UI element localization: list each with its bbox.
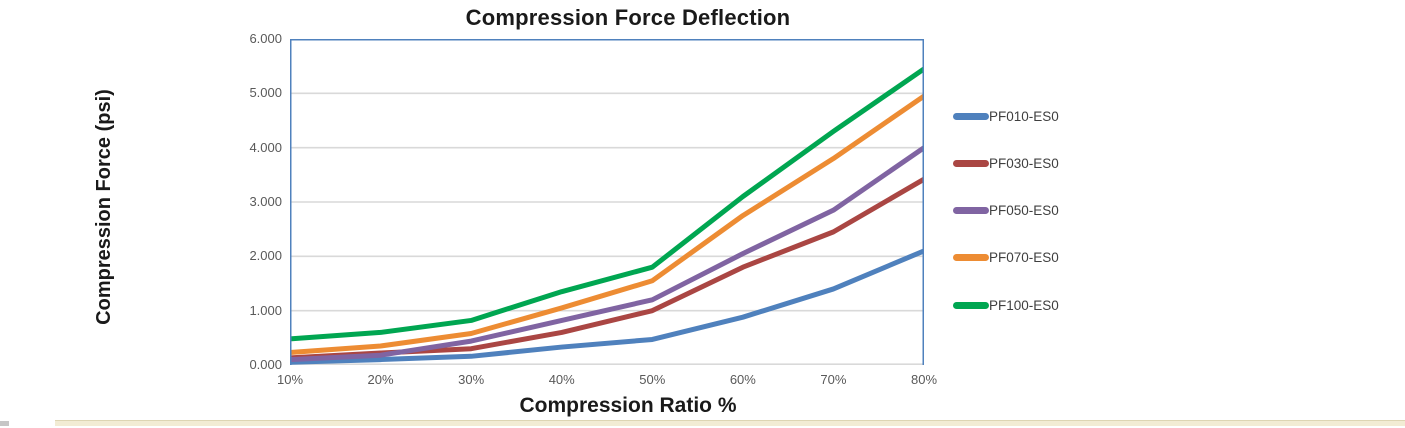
- series-line-PF050-ES0: [290, 145, 924, 363]
- legend-swatch-icon: [953, 159, 989, 167]
- legend-item-PF070-ES0: PF070-ES0: [953, 250, 1059, 266]
- series-line-PF010-ES0: [290, 248, 924, 365]
- x-tick-label: 30%: [458, 372, 485, 387]
- bottom-divider: [55, 420, 1405, 426]
- plot-border: [290, 39, 924, 365]
- x-tick-label: 40%: [548, 372, 575, 387]
- y-tick-label: 0.000: [249, 357, 282, 372]
- corner-mark: [0, 421, 9, 426]
- series-line-PF100-ES0: [290, 66, 924, 342]
- x-tick-label: 10%: [276, 372, 304, 387]
- x-tick-label: 20%: [367, 372, 394, 387]
- y-tick-label: 5.000: [249, 85, 282, 101]
- legend-swatch-icon: [953, 207, 989, 215]
- y-tick-label: 2.000: [249, 248, 282, 264]
- x-tick-label: 80%: [910, 372, 938, 387]
- x-tick-label: 60%: [729, 372, 756, 387]
- legend-swatch-icon: [953, 112, 989, 120]
- legend-item-PF010-ES0: PF010-ES0: [953, 108, 1059, 124]
- chart-title: Compression Force Deflection: [465, 5, 791, 30]
- legend-label: PF030-ES0: [989, 155, 1059, 171]
- series-line-PF070-ES0: [290, 93, 924, 356]
- legend-swatch-icon: [953, 301, 989, 309]
- legend-swatch-icon: [953, 254, 989, 262]
- legend-item-PF050-ES0: PF050-ES0: [953, 203, 1059, 219]
- x-axis-title: Compression Ratio %: [519, 394, 737, 417]
- y-tick-label: 6.000: [249, 31, 282, 46]
- y-axis-title: Compression Force (psi): [93, 89, 115, 325]
- y-tick-label: 3.000: [249, 194, 282, 209]
- y-tick-label: 1.000: [249, 302, 282, 318]
- legend-item-PF030-ES0: PF030-ES0: [953, 155, 1059, 171]
- legend-label: PF100-ES0: [989, 297, 1059, 313]
- legend-item-PF100-ES0: PF100-ES0: [953, 297, 1059, 313]
- x-tick-label: 50%: [639, 372, 666, 387]
- legend-label: PF070-ES0: [989, 250, 1059, 266]
- x-tick-label: 70%: [820, 372, 847, 387]
- plot-area: [290, 39, 924, 365]
- y-tick-label: 4.000: [249, 139, 282, 155]
- legend-label: PF050-ES0: [989, 203, 1059, 219]
- legend-label: PF010-ES0: [989, 108, 1059, 124]
